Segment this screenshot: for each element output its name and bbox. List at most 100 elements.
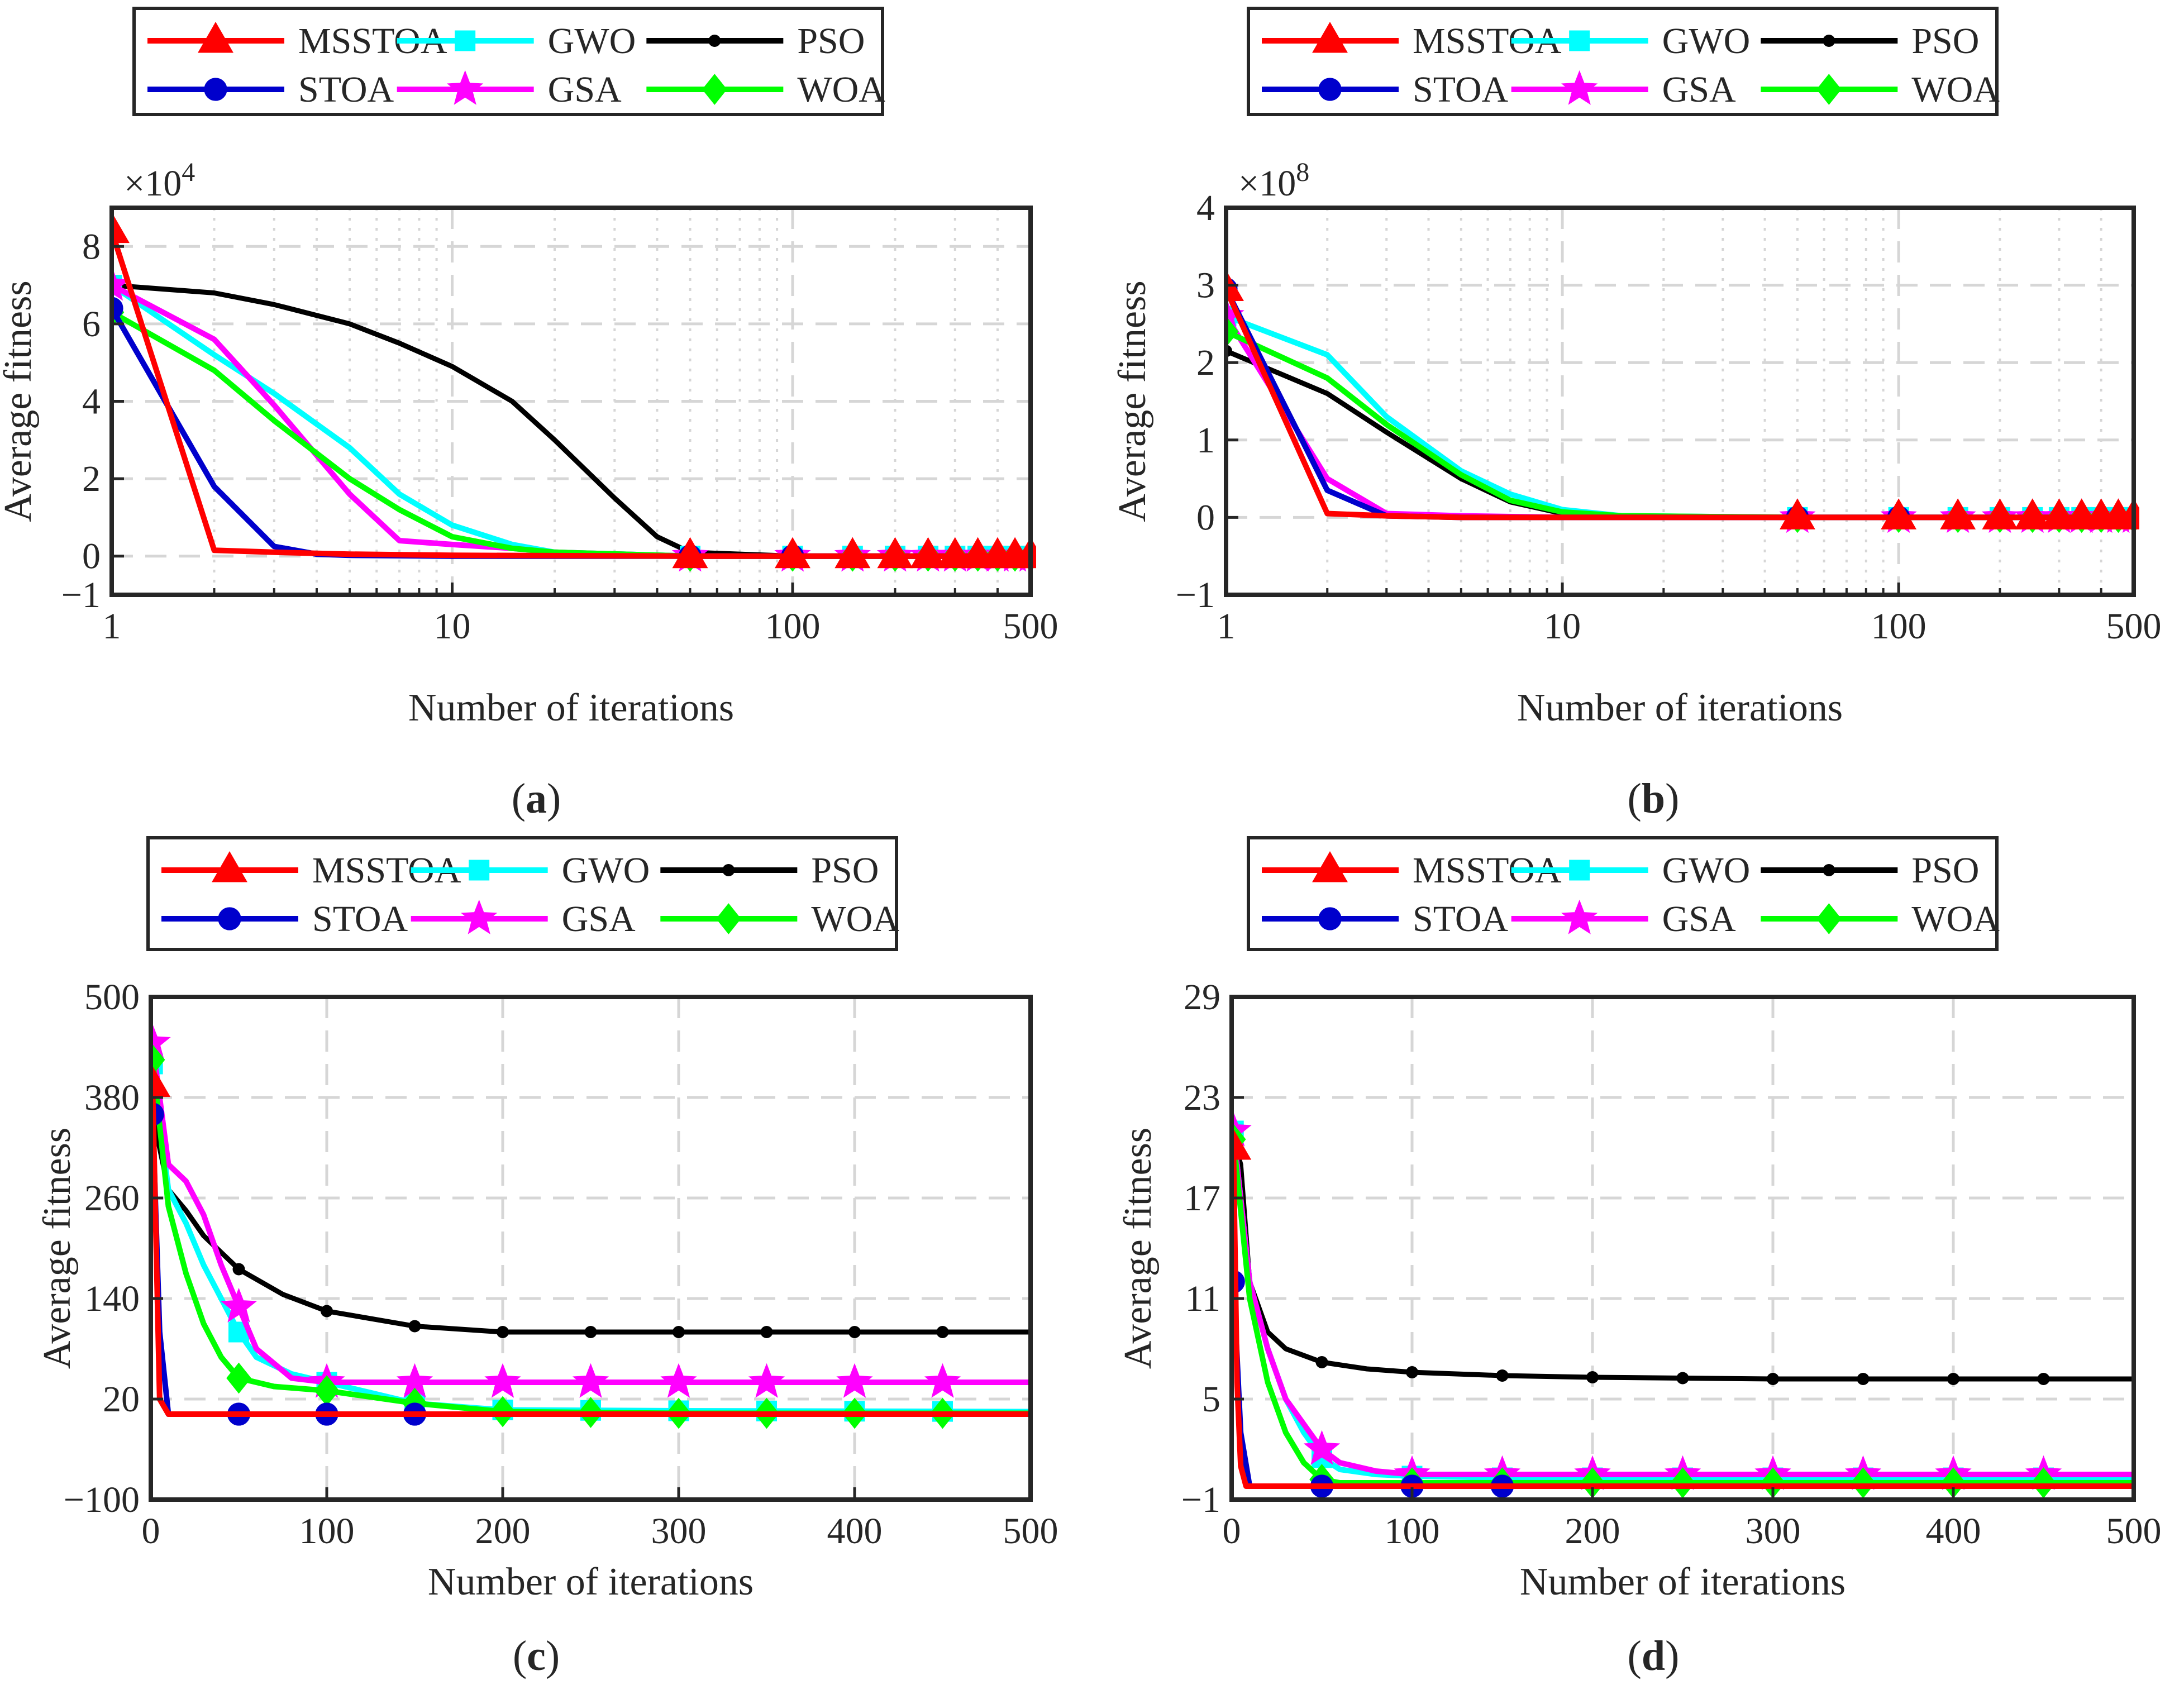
legend-marker-msstoa (1312, 851, 1348, 882)
marker-pso (584, 1326, 597, 1338)
legend-label-woa: WOA (811, 899, 899, 939)
y-tick-label: 380 (84, 1077, 140, 1118)
x-axis-label: Number of iterations (1517, 686, 1843, 729)
legend-marker-stoa (1318, 78, 1342, 101)
y-tick-label: 3 (1196, 265, 1215, 306)
marker-msstoa (937, 537, 973, 569)
axis-multiplier: ×108 (1238, 157, 1309, 204)
x-tick-label: 10 (433, 606, 470, 647)
marker-pso (408, 1320, 421, 1333)
series-line-msstoa (1232, 1147, 2134, 1489)
y-tick-label: 260 (84, 1178, 140, 1219)
marker-woa (1226, 316, 1239, 347)
legend-label-woa: WOA (797, 69, 885, 110)
marker-pso (848, 1326, 861, 1338)
marker-pso (936, 1326, 949, 1338)
y-tick-label: 5 (1202, 1379, 1220, 1420)
marker-msstoa (1982, 498, 2018, 529)
legend-label-gwo: GWO (1662, 850, 1751, 891)
legend-marker-woa (716, 903, 741, 934)
series-line-pso (151, 1114, 1031, 1335)
marker-gsa (484, 1363, 521, 1398)
legend-box (1247, 836, 1999, 951)
marker-msstoa (1881, 498, 1917, 529)
legend-label-stoa: STOA (1413, 899, 1508, 939)
series-group (112, 212, 1036, 572)
y-tick-label: −1 (1181, 1479, 1220, 1520)
marker-pso (232, 1263, 245, 1276)
legend-marker-gsa (461, 899, 498, 934)
grid (1232, 997, 2134, 1500)
x-tick-label: 200 (475, 1511, 531, 1552)
series-group (1232, 1111, 2134, 1498)
x-tick-label: 1 (1217, 606, 1236, 647)
marker-gsa (836, 1363, 873, 1398)
x-tick-label: 10 (1544, 606, 1581, 647)
x-tick-label: 0 (1223, 1511, 1241, 1552)
marker-pso (1767, 1373, 1779, 1385)
chart-panel-d: 0 100 200 300 400 500 −1 5 11 17 23 29 Number of ite… (1117, 836, 2162, 1679)
x-tick-label: 500 (2106, 1511, 2162, 1552)
marker-gsa (660, 1363, 697, 1398)
marker-woa (2031, 1467, 2056, 1498)
marker-msstoa (2014, 498, 2051, 529)
y-tick-label: −1 (1176, 575, 1215, 615)
marker-gsa (924, 1363, 961, 1398)
marker-gsa (220, 1287, 257, 1323)
x-tick-label: 200 (1565, 1511, 1620, 1552)
legend-marker-woa (702, 74, 727, 105)
legend-label-gwo: GWO (562, 850, 650, 891)
x-axis-label: Number of iterations (1520, 1560, 1846, 1603)
legend-label-gsa: GSA (1662, 899, 1736, 939)
y-tick-label: 6 (82, 304, 101, 345)
x-tick-label: 0 (142, 1511, 160, 1552)
legend-label-pso: PSO (1911, 21, 1979, 61)
legend-label-gsa: GSA (1662, 69, 1736, 110)
legend-label-woa: WOA (1911, 69, 2000, 110)
series-group (151, 1024, 1031, 1429)
legend-marker-gwo (1569, 30, 1590, 51)
legend-marker-gwo (1569, 860, 1590, 881)
series-line-msstoa (1226, 288, 2134, 521)
marker-gsa (572, 1363, 609, 1398)
legend-marker-msstoa (198, 21, 233, 53)
axes-box (1229, 995, 2136, 1502)
x-axis-label: Number of iterations (408, 686, 734, 729)
marker-msstoa (2041, 498, 2077, 529)
legend-label-gwo: GWO (1662, 21, 1751, 61)
legend-marker-msstoa (1312, 21, 1348, 53)
legend-marker-gwo (469, 860, 490, 881)
y-tick-label: 0 (1196, 497, 1215, 538)
x-tick-label: 400 (827, 1511, 883, 1552)
y-tick-label: 29 (1184, 977, 1220, 1018)
legend-box (132, 7, 884, 116)
marker-gsa (748, 1363, 785, 1398)
x-tick-label: 400 (1926, 1511, 1981, 1552)
y-tick-label: 1 (1196, 420, 1215, 461)
x-tick-label: 100 (765, 606, 820, 647)
axes-box (149, 995, 1033, 1502)
grid (112, 208, 1031, 595)
series-line-gsa (1232, 1130, 2134, 1477)
legend-label-woa: WOA (1911, 899, 2000, 939)
legend-label-gwo: GWO (548, 21, 636, 61)
x-tick-label: 300 (1746, 1511, 1801, 1552)
legend-label-pso: PSO (797, 21, 865, 61)
legend-marker-pso (722, 864, 735, 876)
y-tick-label: 23 (1184, 1077, 1220, 1118)
y-tick-label: 4 (82, 381, 101, 422)
y-tick-label: 0 (82, 536, 101, 577)
axis-multiplier: ×104 (124, 157, 195, 204)
marker-stoa (112, 297, 123, 320)
marker-msstoa (1940, 498, 1976, 529)
x-tick-label: 500 (1003, 1511, 1058, 1552)
series-group (1226, 270, 2139, 533)
legend-label-gsa: GSA (562, 899, 636, 939)
y-tick-label: 11 (1185, 1278, 1220, 1319)
chart-panel-a: 1 10 100 500 −10 2 4 6 8 ×104 Number of iterations… (0, 7, 1058, 822)
legend-marker-woa (1816, 74, 1842, 105)
marker-msstoa (910, 537, 946, 569)
